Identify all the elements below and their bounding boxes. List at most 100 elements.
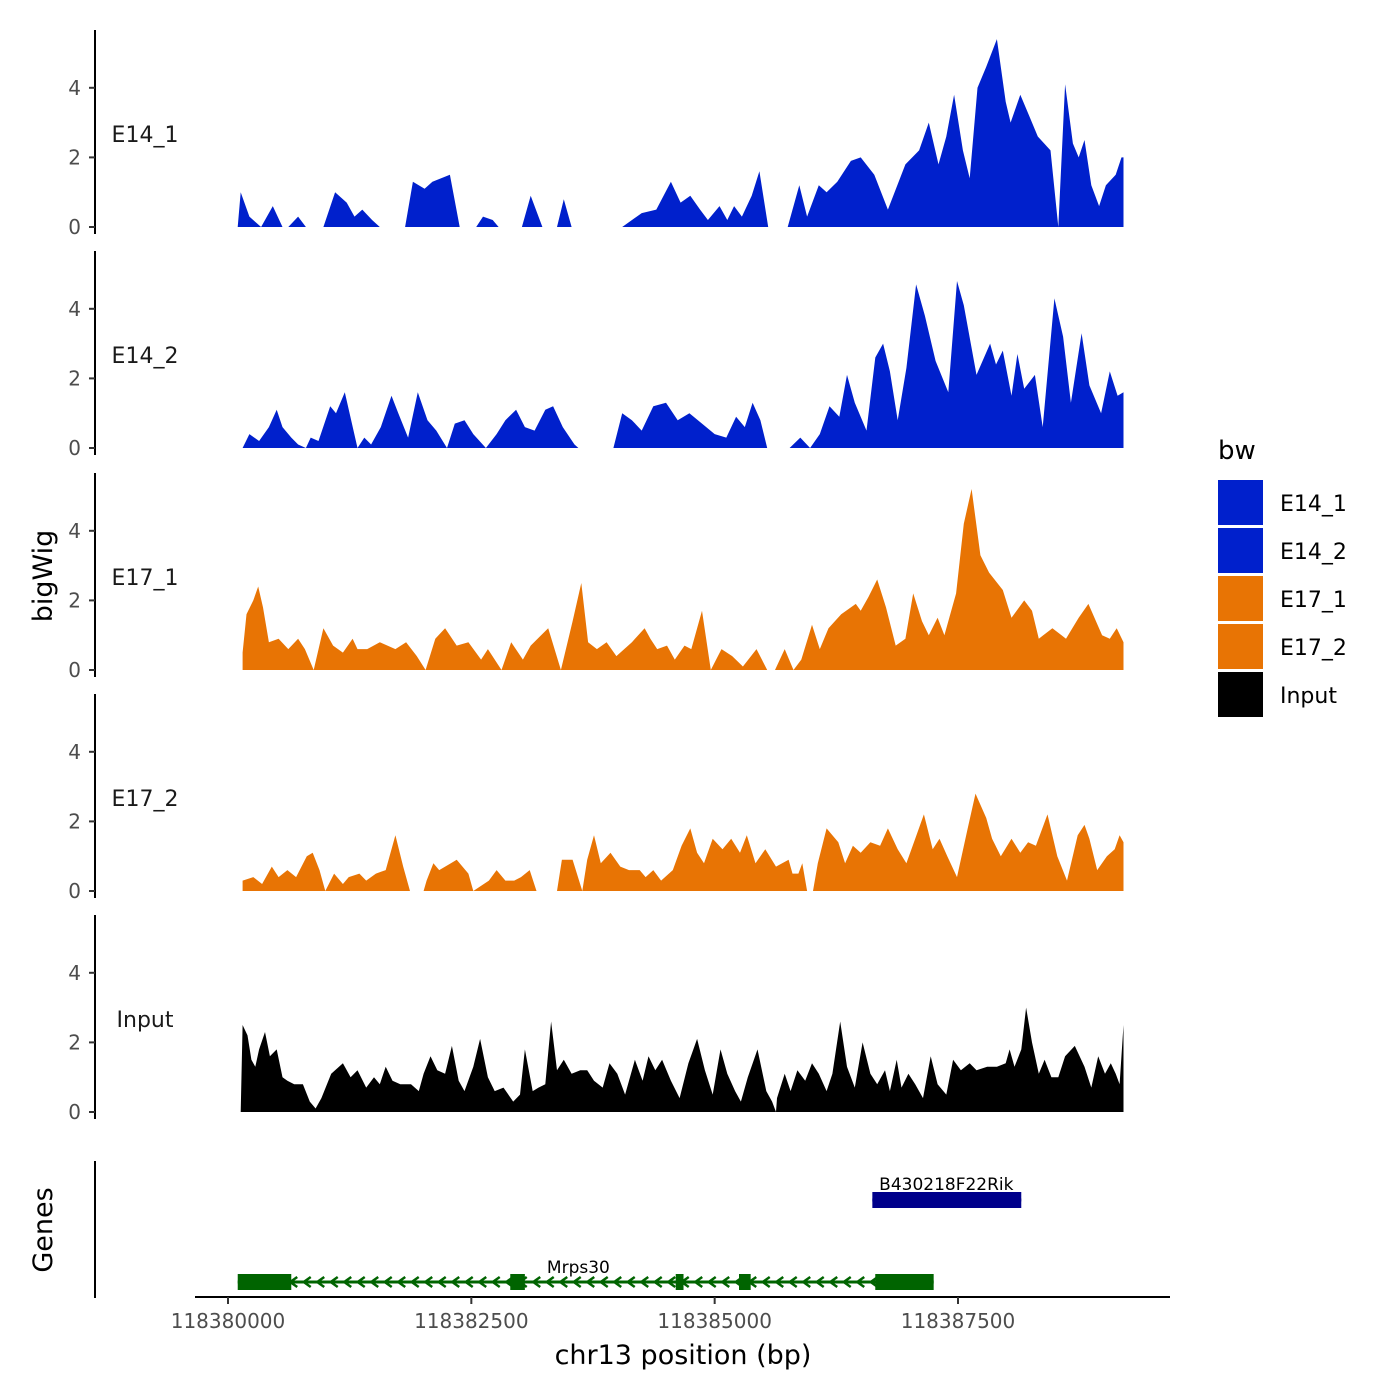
y-tick-label: 4 xyxy=(68,961,81,985)
track-E14_1: 0 2 4 E14_1 xyxy=(68,30,1124,239)
gene-label: B430218F22Rik xyxy=(879,1175,1014,1195)
legend-swatch xyxy=(1218,480,1263,525)
y-tick-label: 2 xyxy=(68,588,81,612)
strand-arrow xyxy=(315,1275,325,1289)
track-E14_2: 0 2 4 E14_2 xyxy=(68,251,1124,460)
strand-arrow xyxy=(490,1275,501,1289)
strand-arrow xyxy=(585,1275,595,1289)
strand-arrow xyxy=(693,1275,703,1289)
y-tick-label: 4 xyxy=(68,519,81,543)
track-label: E17_2 xyxy=(112,787,179,812)
strand-arrow xyxy=(801,1275,811,1289)
strand-arrow xyxy=(774,1275,784,1289)
legend-label: E14_1 xyxy=(1280,492,1347,517)
strand-arrow xyxy=(598,1275,609,1289)
strand-arrow xyxy=(625,1275,636,1289)
track-E17_2: 0 2 4 E17_2 xyxy=(68,694,1124,903)
legend-swatch xyxy=(1218,528,1263,573)
strand-arrow xyxy=(666,1275,676,1289)
x-axis-title: chr13 position (bp) xyxy=(555,1340,812,1371)
y-axis-title: bigWig xyxy=(28,530,59,623)
x-tick-label: 118382500 xyxy=(414,1309,529,1333)
track-label: E14_2 xyxy=(112,344,179,369)
strand-arrow xyxy=(787,1275,798,1289)
strand-arrow xyxy=(558,1275,568,1289)
y-tick-label: 0 xyxy=(68,1100,81,1124)
gene-B430218F22Rik: B430218F22Rik xyxy=(872,1175,1022,1208)
track-label: Input xyxy=(117,1008,174,1033)
strand-arrow xyxy=(531,1275,541,1289)
gene-track: B430218F22Rik Mrps30 xyxy=(94,1161,1022,1298)
strand-arrow xyxy=(382,1275,393,1289)
strand-arrow xyxy=(571,1275,582,1289)
y-tick-label: 4 xyxy=(68,740,81,764)
genes-axis-title: Genes xyxy=(28,1187,59,1272)
coverage-area xyxy=(242,281,1124,448)
strand-arrow xyxy=(477,1275,487,1289)
y-tick-label: 2 xyxy=(68,366,81,390)
track-Input: 0 2 4 Input xyxy=(68,915,1124,1124)
strand-arrow xyxy=(639,1275,649,1289)
y-tick-label: 2 xyxy=(68,1030,81,1054)
track-E17_1: 0 2 4 E17_1 xyxy=(68,473,1124,682)
coverage-area xyxy=(242,489,1124,670)
coverage-area xyxy=(242,793,1124,891)
strand-arrow xyxy=(409,1275,420,1289)
legend-swatch xyxy=(1218,576,1263,621)
gene-exon xyxy=(875,1274,934,1290)
strand-arrow xyxy=(828,1275,838,1289)
strand-arrow xyxy=(301,1275,312,1289)
gene-exon xyxy=(237,1274,292,1290)
strand-arrow xyxy=(450,1275,460,1289)
strand-arrow xyxy=(328,1275,339,1289)
y-tick-label: 0 xyxy=(68,215,81,239)
legend-label: E17_2 xyxy=(1280,636,1347,661)
strand-arrow xyxy=(814,1275,825,1289)
strand-arrow xyxy=(652,1275,663,1289)
y-tick-label: 2 xyxy=(68,145,81,169)
legend-label: E17_1 xyxy=(1280,588,1347,613)
legend-swatch xyxy=(1218,624,1263,669)
gene-label: Mrps30 xyxy=(547,1258,610,1278)
coverage-tracks: 0 2 4 E14_1 0 2 4 E14_2 0 2 4 E17_1 0 2 4 E17_2 0 2 4 Input xyxy=(68,30,1124,1124)
strand-arrow xyxy=(544,1275,555,1289)
x-tick-label: 118385000 xyxy=(657,1309,772,1333)
strand-arrow xyxy=(706,1275,717,1289)
legend-swatch xyxy=(1218,672,1263,717)
strand-arrow xyxy=(369,1275,379,1289)
coverage-area xyxy=(237,39,1124,227)
strand-arrow xyxy=(396,1275,406,1289)
strand-arrow xyxy=(463,1275,474,1289)
y-tick-label: 0 xyxy=(68,658,81,682)
gene-exon xyxy=(739,1274,751,1290)
strand-arrow xyxy=(612,1275,622,1289)
strand-arrow xyxy=(760,1275,771,1289)
gene-Mrps30: Mrps30 xyxy=(237,1258,934,1290)
legend: bw E14_1 E14_2 E17_1 E17_2 Input xyxy=(1218,436,1347,717)
strand-arrow xyxy=(855,1275,865,1289)
strand-arrow xyxy=(841,1275,852,1289)
strand-arrow xyxy=(342,1275,352,1289)
track-label: E14_1 xyxy=(112,123,179,148)
strand-arrow xyxy=(355,1275,366,1289)
y-tick-label: 4 xyxy=(68,297,81,321)
legend-label: Input xyxy=(1280,684,1337,709)
legend-title: bw xyxy=(1218,436,1256,466)
x-axis: 118380000 118382500 118385000 118387500 xyxy=(171,1296,1170,1333)
strand-arrow xyxy=(720,1275,730,1289)
y-tick-label: 4 xyxy=(68,76,81,100)
track-label: E17_1 xyxy=(112,566,179,591)
y-tick-label: 0 xyxy=(68,879,81,903)
strand-arrow xyxy=(423,1275,433,1289)
strand-arrow xyxy=(436,1275,447,1289)
gene-exon xyxy=(675,1274,684,1290)
gene-exon xyxy=(872,1192,1022,1208)
y-tick-label: 2 xyxy=(68,809,81,833)
y-tick-label: 0 xyxy=(68,436,81,460)
legend-label: E14_2 xyxy=(1280,540,1347,565)
x-tick-label: 118387500 xyxy=(901,1309,1016,1333)
x-tick-label: 118380000 xyxy=(171,1309,286,1333)
coverage-area xyxy=(240,1007,1124,1112)
gene-exon xyxy=(510,1274,525,1290)
